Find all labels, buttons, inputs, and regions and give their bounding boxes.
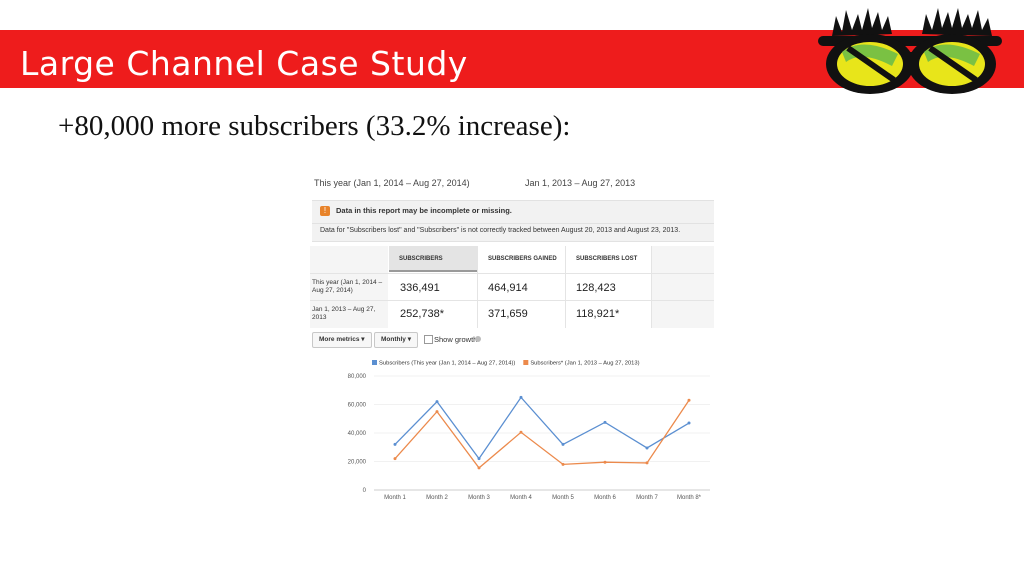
row-label: Jan 1, 2013 – Aug 27, 2013: [312, 306, 376, 321]
x-tick-label: Month 4: [510, 495, 532, 501]
table-filler: [652, 246, 714, 328]
chevron-down-icon: ▾: [407, 336, 411, 343]
divider: [310, 300, 714, 301]
data-point: [435, 400, 439, 404]
warning-text: Data for "Subscribers lost" and "Subscri…: [320, 227, 681, 234]
legend-swatch: [372, 360, 377, 365]
series-line: [394, 399, 690, 469]
warning-divider: [312, 223, 714, 224]
slide-title: Large Channel Case Study: [20, 44, 468, 83]
analytics-report: This year (Jan 1, 2014 – Aug 27, 2014) J…: [310, 172, 714, 502]
data-point: [561, 462, 565, 466]
show-growth-checkbox[interactable]: [424, 335, 433, 344]
table-cell: 252,738*: [400, 308, 445, 320]
data-point: [687, 398, 691, 402]
help-icon[interactable]: [475, 336, 481, 342]
legend-label: Subscribers (This year (Jan 1, 2014 – Au…: [379, 361, 515, 367]
data-point: [393, 442, 397, 446]
headline: +80,000 more subscribers (33.2% increase…: [58, 110, 571, 142]
row-header-column: [310, 246, 388, 328]
y-tick-label: 80,000: [348, 374, 367, 380]
data-point: [645, 446, 649, 450]
table-cell: 118,921*: [576, 308, 620, 320]
period-this-year: This year (Jan 1, 2014 – Aug 27, 2014): [314, 178, 470, 188]
divider: [651, 246, 652, 328]
legend-label: Subscribers* (Jan 1, 2013 – Aug 27, 2013…: [530, 361, 639, 367]
y-tick-label: 20,000: [348, 460, 367, 466]
data-point: [603, 420, 607, 424]
divider: [565, 246, 566, 328]
divider: [477, 246, 478, 328]
column-header[interactable]: SUBSCRIBERS: [389, 246, 477, 272]
data-point: [393, 457, 397, 461]
subscribers-line-chart: 0 20,000 40,000 60,000 80,000 Month 1 Month 2 M…: [348, 360, 710, 501]
more-metrics-dropdown[interactable]: More metrics ▾: [312, 332, 372, 348]
y-tick-label: 0: [363, 488, 367, 494]
table-cell: 336,491: [400, 282, 440, 294]
chevron-down-icon: ▾: [361, 336, 365, 343]
x-tick-label: Month 7: [636, 495, 658, 501]
legend-swatch: [523, 360, 529, 365]
metrics-table: SUBSCRIBERS SUBSCRIBERS GAINED SUBSCRIBE…: [310, 246, 714, 328]
y-tick-label: 60,000: [348, 403, 367, 409]
data-point: [687, 421, 691, 425]
x-tick-label: Month 3: [468, 495, 490, 501]
series-line: [394, 396, 690, 460]
warning-title: Data in this report may be incomplete or…: [336, 206, 512, 215]
data-point: [561, 442, 565, 446]
y-tick-label: 40,000: [348, 431, 367, 437]
table-cell: 464,914: [488, 282, 528, 294]
data-point: [645, 461, 649, 465]
monthly-dropdown[interactable]: Monthly ▾: [374, 332, 418, 348]
x-tick-label: Month 5: [552, 495, 574, 501]
data-point: [519, 395, 523, 399]
table-cell: 128,423: [576, 282, 616, 294]
x-tick-label: Month 6: [594, 495, 616, 501]
column-header[interactable]: SUBSCRIBERS LOST: [576, 256, 638, 262]
more-metrics-label: More metrics: [319, 336, 360, 343]
divider: [310, 273, 714, 274]
data-point: [477, 457, 481, 461]
show-growth-label: Show growth: [434, 335, 478, 344]
data-point: [477, 466, 481, 470]
x-tick-label: Month 2: [426, 495, 448, 501]
warning-icon: !: [320, 206, 330, 216]
warning-box: ! Data in this report may be incomplete …: [312, 200, 714, 242]
column-header[interactable]: SUBSCRIBERS GAINED: [488, 256, 557, 262]
row-label: This year (Jan 1, 2014 – Aug 27, 2014): [312, 279, 383, 294]
table-cell: 371,659: [488, 308, 528, 320]
data-point: [603, 460, 607, 464]
monthly-label: Monthly: [381, 336, 406, 343]
period-last-year: Jan 1, 2013 – Aug 27, 2013: [525, 178, 636, 188]
x-tick-label: Month 8*: [677, 495, 702, 501]
x-tick-label: Month 1: [384, 495, 406, 501]
data-point: [435, 410, 439, 414]
glasses-logo-icon: [818, 8, 1002, 94]
data-point: [519, 430, 523, 434]
